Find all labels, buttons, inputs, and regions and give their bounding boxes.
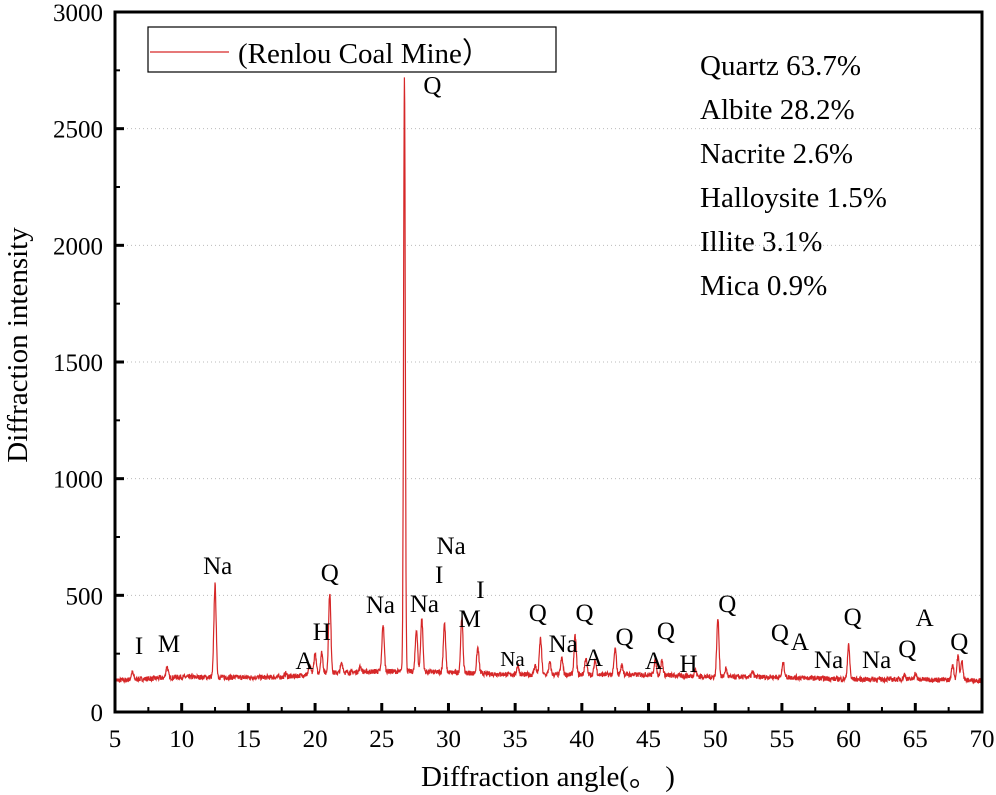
peak-label: Q [321, 560, 339, 587]
peak-label: I [135, 633, 143, 660]
peak-label: Q [718, 591, 736, 618]
peak-label: Q [529, 600, 547, 627]
x-tick-label: 50 [703, 726, 728, 753]
peak-label: I [435, 562, 443, 589]
y-axis-label: Diffraction intensity [2, 227, 34, 463]
x-tick-label: 25 [369, 726, 394, 753]
y-tick-label: 1500 [53, 350, 103, 377]
y-tick-label: 2000 [53, 233, 103, 260]
y-tick-label: 0 [91, 700, 104, 727]
x-tick-label: 40 [569, 726, 594, 753]
composition-item: Nacrite 2.6% [700, 138, 853, 170]
legend-box [147, 26, 557, 73]
peak-label: Q [615, 624, 633, 651]
peak-label: A [916, 605, 934, 632]
series-line-renlou [114, 77, 983, 685]
peak-label: Na [549, 631, 578, 658]
grid-lines [115, 128, 982, 596]
peak-label: Q [844, 604, 862, 631]
peak-label: Q [575, 600, 593, 627]
composition-list: Quartz 63.7% Albite 28.2% Nacrite 2.6% Hall… [700, 50, 887, 302]
peak-label: Q [423, 72, 441, 99]
peak-label: Na [203, 553, 232, 580]
peak-label: Na [500, 647, 525, 671]
x-tick-label: 70 [970, 726, 995, 753]
peak-label: H [680, 651, 698, 678]
x-tick-label: 35 [503, 726, 528, 753]
axis-ticks: 0 500 1000 1500 2000 2500 3000 5 10 15 20 25 30 35 40 4… [53, 0, 995, 753]
x-tick-label: 65 [903, 726, 928, 753]
x-tick-label: 10 [169, 726, 194, 753]
x-tick-label: 20 [303, 726, 328, 753]
y-tick-label: 1000 [53, 467, 103, 494]
x-tick-label: 45 [636, 726, 661, 753]
peak-label: M [459, 606, 481, 633]
peak-label: Na [862, 647, 891, 674]
peak-label: H [313, 619, 331, 646]
peak-label: I [476, 577, 484, 604]
composition-item: Quartz 63.7% [700, 50, 861, 82]
peak-label: A [791, 629, 809, 656]
x-tick-label: 30 [436, 726, 461, 753]
peak-label: Na [437, 533, 466, 560]
y-tick-label: 2500 [53, 117, 103, 144]
peak-label: A [585, 645, 603, 672]
peak-label: Na [410, 591, 439, 618]
composition-item: Illite 3.1% [700, 226, 822, 258]
y-tick-label: 3000 [53, 0, 103, 27]
x-tick-label: 60 [836, 726, 861, 753]
legend-label: (Renlou Coal Mine） [238, 38, 491, 70]
peak-label: Q [898, 636, 916, 663]
composition-item: Mica 0.9% [700, 270, 827, 302]
peak-label: A [295, 648, 313, 675]
peak-label: A [645, 648, 663, 675]
x-tick-label: 55 [769, 726, 794, 753]
peak-label: M [158, 631, 180, 658]
peak-label: Q [950, 629, 968, 656]
peak-label: Na [814, 647, 843, 674]
x-tick-label: 5 [109, 726, 122, 753]
y-tick-label: 500 [66, 583, 104, 610]
composition-item: Halloysite 1.5% [700, 182, 887, 214]
legend: (Renlou Coal Mine） [147, 26, 557, 73]
composition-item: Albite 28.2% [700, 94, 855, 126]
peak-label: Q [657, 618, 675, 645]
x-axis-label: Diffraction angle(。 ) [421, 761, 675, 793]
peak-label: Q [771, 620, 789, 647]
peak-label: Na [366, 592, 395, 619]
x-tick-label: 15 [236, 726, 261, 753]
